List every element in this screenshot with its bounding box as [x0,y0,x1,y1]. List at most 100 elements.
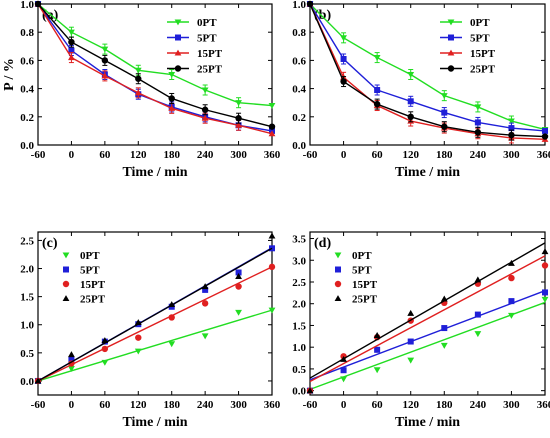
data-point [340,367,347,374]
y-tick-label: 0.2 [292,112,306,124]
x-tick-label: -60 [303,399,318,411]
data-point [68,351,75,358]
data-point [68,47,75,54]
data-point [235,100,242,107]
data-point [101,72,109,79]
x-tick-label: 180 [163,399,180,411]
legend-marker [174,19,182,26]
series-15PT [34,263,276,385]
data-point [34,377,42,384]
data-point [168,71,176,78]
legend-marker [63,266,69,273]
legend-marker [62,252,70,259]
y-tick-label: 2.0 [292,299,306,311]
data-point [134,348,142,355]
data-point [168,104,176,111]
panel-c: -60 0 60 120 180 240 300 360 0.0 0.5 1.0 1.5 2.0 2.5 T… [20,231,281,430]
data-point [474,104,482,111]
series-line [37,3,273,135]
x-tick-label: 0 [341,399,347,411]
x-axis-label: Time / min [122,415,187,430]
data-point [541,133,549,140]
data-point [235,269,242,276]
x-tick-label: 60 [99,149,111,161]
data-point [101,57,109,64]
series-line [309,3,546,141]
data-point [508,118,515,125]
series-0PT [34,1,276,109]
data-point [68,54,75,61]
fit-line [37,266,273,382]
series-line [309,3,546,132]
plot-frame [309,231,546,396]
data-point [134,319,142,326]
legend: 0PT 5PT 15PT 25PT [440,17,496,76]
data-point [340,55,347,62]
y-tick-label: 0.6 [20,55,34,67]
series-0PT [306,1,549,133]
legend-marker [174,49,182,56]
data-point [68,38,75,46]
x-tick-label: 360 [537,149,550,161]
data-point [168,301,176,308]
x-tick-label: 0 [69,149,75,161]
data-point [508,125,515,132]
data-point [542,127,548,134]
legend-label: 15PT [197,48,223,60]
legend-label: 25PT [352,294,378,306]
panel-label: (c) [42,236,58,251]
y-tick-label: 0.0 [20,376,34,388]
y-tick-label: 0.6 [292,55,306,67]
data-point [268,130,276,137]
y-tick-label: 1.0 [20,320,34,332]
panel-b: -60 0 60 120 180 240 300 360 0.0 0.2 0.4 0.6 0.8 1.0 T… [292,0,550,180]
x-tick-label: 240 [197,399,214,411]
data-point [201,87,209,94]
y-tick-label: 0.8 [20,27,34,39]
legend-label: 25PT [470,64,496,76]
data-point [134,67,142,74]
x-axis-label: Time / min [395,415,460,430]
x-tick-label: 180 [436,399,453,411]
data-point [474,276,482,283]
fit-line [309,255,546,383]
legend-marker [448,34,454,41]
data-point [235,121,242,128]
x-tick-label: 360 [264,149,281,161]
legend-label: 5PT [352,265,372,277]
legend-label: 0PT [197,17,217,29]
data-point [374,87,381,94]
data-point [541,262,549,269]
data-point [340,376,347,383]
y-tick-label: 2.0 [20,264,34,276]
data-point [101,359,109,366]
x-tick-label: 300 [503,149,520,161]
y-tick-label: 1.0 [292,0,306,11]
data-point [135,75,142,82]
y-tick-label: 0.0 [20,140,34,152]
panel-d: -60 0 60 120 180 240 300 360 0.0 0.5 1.0 1.5 2.0 2.5 3… [292,231,550,430]
data-point [407,71,415,78]
x-tick-label: 240 [470,149,487,161]
data-point [508,259,515,266]
panel-a: -60 0 60 120 180 240 300 360 0.0 0.2 0.4 0.6 0.8 1.0 T… [2,0,281,180]
x-tick-label: 60 [372,399,384,411]
y-tick-label: 1.5 [20,292,34,304]
y-tick-label: 0.4 [20,84,34,96]
y-tick-label: 0.0 [292,386,306,398]
series-line [37,3,273,132]
legend: 0PT 5PT 15PT 25PT [62,250,106,306]
y-tick-label: 0.8 [292,27,306,39]
x-tick-label: 0 [341,149,347,161]
y-tick-label: 0.5 [292,364,306,376]
legend-label: 25PT [197,64,223,76]
fit-line [309,301,546,391]
data-point [101,345,109,353]
x-tick-label: 120 [130,399,147,411]
data-point [508,312,515,319]
data-point [235,283,242,290]
fit-line [37,247,273,382]
y-tick-label: 3.5 [292,234,306,246]
y-tick-label: 0.0 [292,140,306,152]
data-point [340,35,347,42]
